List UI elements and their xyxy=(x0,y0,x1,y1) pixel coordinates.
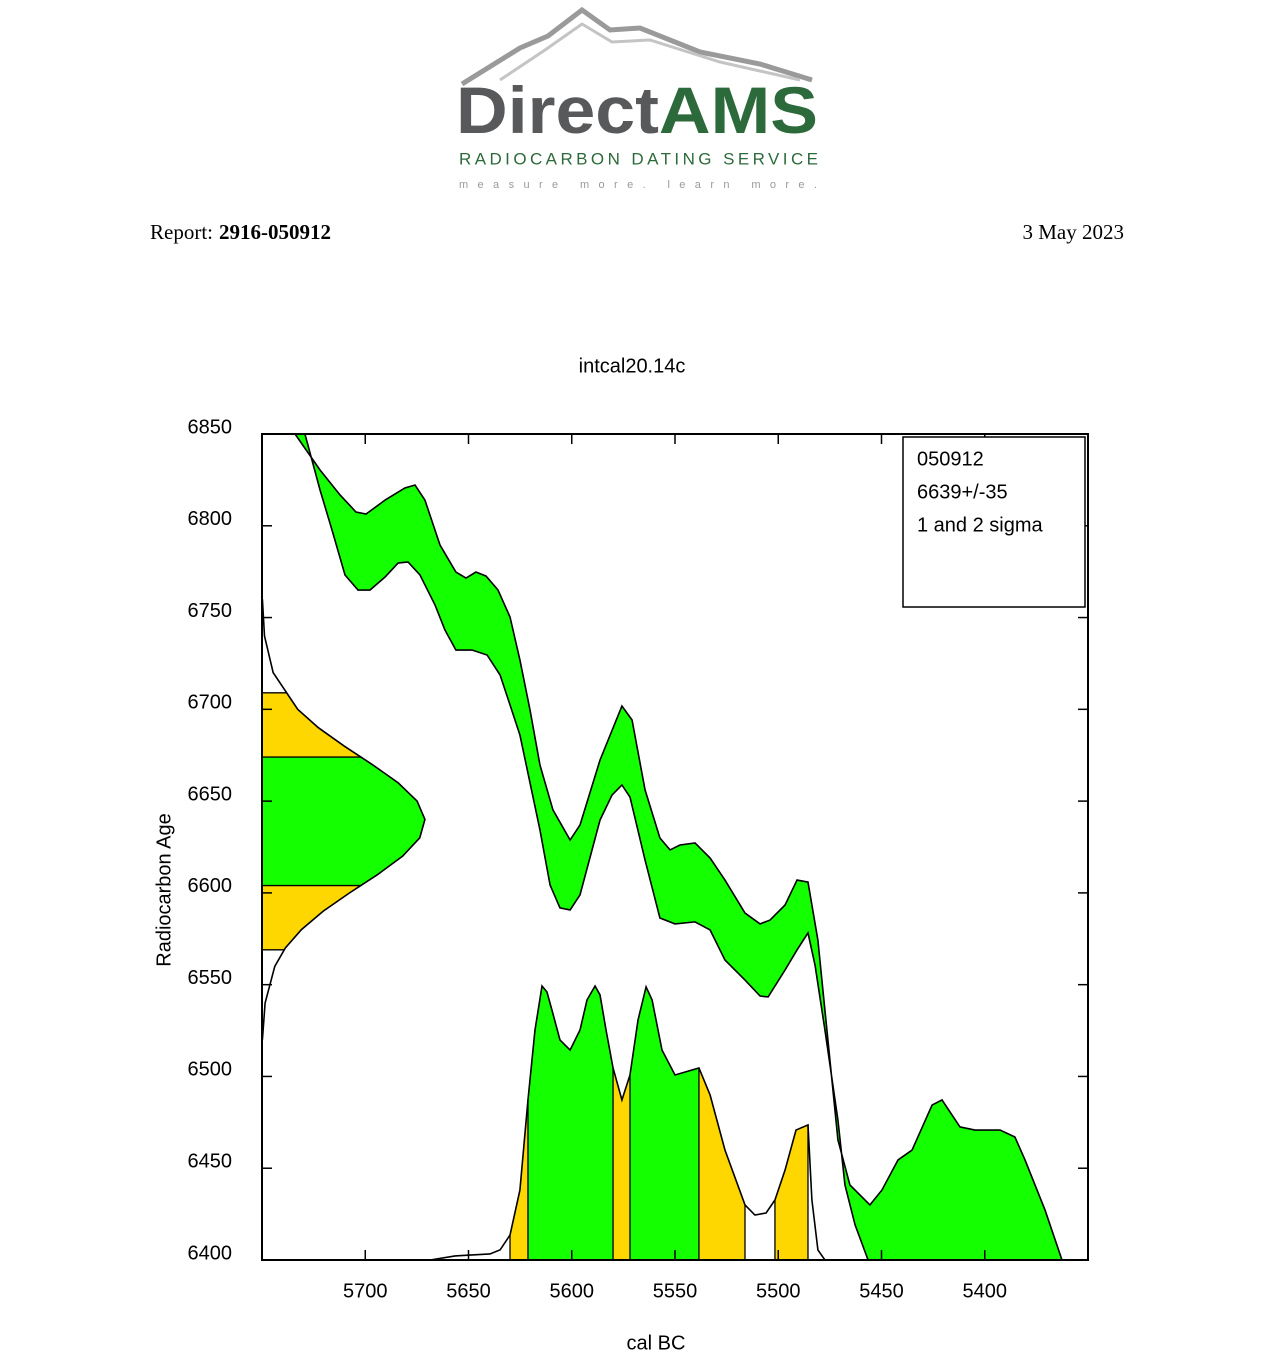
x-tick-label: 5650 xyxy=(446,1280,491,1302)
report-line: Report: 2916-050912 xyxy=(150,220,331,244)
logo-subtitle: RADIOCARBON DATING SERVICE xyxy=(459,149,818,168)
x-tick-label: 5450 xyxy=(859,1280,904,1302)
report-number: 2916-050912 xyxy=(219,220,331,244)
legend: 050912 6639+/-35 1 and 2 sigma xyxy=(902,436,1086,608)
y-tick-label: 6750 xyxy=(188,600,233,622)
legend-entry: 6639+/-35 xyxy=(917,481,1008,503)
y-axis-label: Radiocarbon Age xyxy=(153,813,175,966)
logo-mountain xyxy=(499,22,801,82)
x-tick-label: 5550 xyxy=(653,1280,698,1302)
logo: Direct AMS RADIOCARBON DATING SERVICE mea… xyxy=(456,6,818,191)
logo-mountain xyxy=(460,6,813,87)
sigma2-range xyxy=(510,985,746,1260)
sigma1-range xyxy=(527,985,614,1260)
sigma2-range xyxy=(774,1124,808,1260)
plot-area xyxy=(262,434,1063,1260)
x-axis-label: cal BC xyxy=(627,1332,686,1354)
y-tick-label: 6400 xyxy=(188,1242,233,1264)
y-tick-label: 6450 xyxy=(188,1151,233,1173)
axes: 6400 6450 6500 6550 6600 6650 6700 6750 6800 6850… xyxy=(188,416,1088,1302)
legend-entry: 050912 xyxy=(917,448,984,470)
x-tick-label: 5600 xyxy=(550,1280,595,1302)
age-sigma1-range xyxy=(262,757,425,886)
y-tick-label: 6500 xyxy=(188,1059,233,1081)
y-tick-label: 6700 xyxy=(188,692,233,714)
report-label: Report: xyxy=(150,220,213,244)
x-tick-label: 5700 xyxy=(343,1280,388,1302)
report-date: 3 May 2023 xyxy=(1023,220,1125,244)
calendar-density xyxy=(429,984,826,1260)
x-tick-label: 5400 xyxy=(963,1280,1008,1302)
y-tick-label: 6800 xyxy=(188,508,233,530)
sigma1-range xyxy=(629,986,699,1260)
logo-name-part: AMS xyxy=(659,73,818,147)
calibration-band xyxy=(294,434,1063,1260)
legend-box xyxy=(902,436,1086,608)
y-tick-label: 6600 xyxy=(188,875,233,897)
age-density xyxy=(262,599,426,1040)
x-tick-label: 5500 xyxy=(756,1280,801,1302)
y-tick-label: 6850 xyxy=(188,416,233,438)
logo-name-part: Direct xyxy=(456,73,659,147)
logo-tagline: measure more. learn more. xyxy=(459,179,817,191)
y-tick-label: 6650 xyxy=(188,783,233,805)
legend-entry: 1 and 2 sigma xyxy=(917,514,1044,536)
chart-title: intcal20.14c xyxy=(579,355,686,377)
y-tick-label: 6550 xyxy=(188,967,233,989)
logo-name: Direct AMS xyxy=(456,73,818,147)
